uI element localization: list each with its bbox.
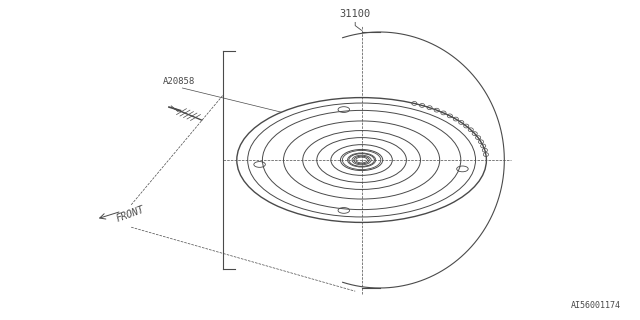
Text: FRONT: FRONT xyxy=(115,205,146,224)
Text: AI56001174: AI56001174 xyxy=(571,301,621,310)
Text: 31100: 31100 xyxy=(340,9,371,19)
Text: A20858: A20858 xyxy=(163,77,195,86)
